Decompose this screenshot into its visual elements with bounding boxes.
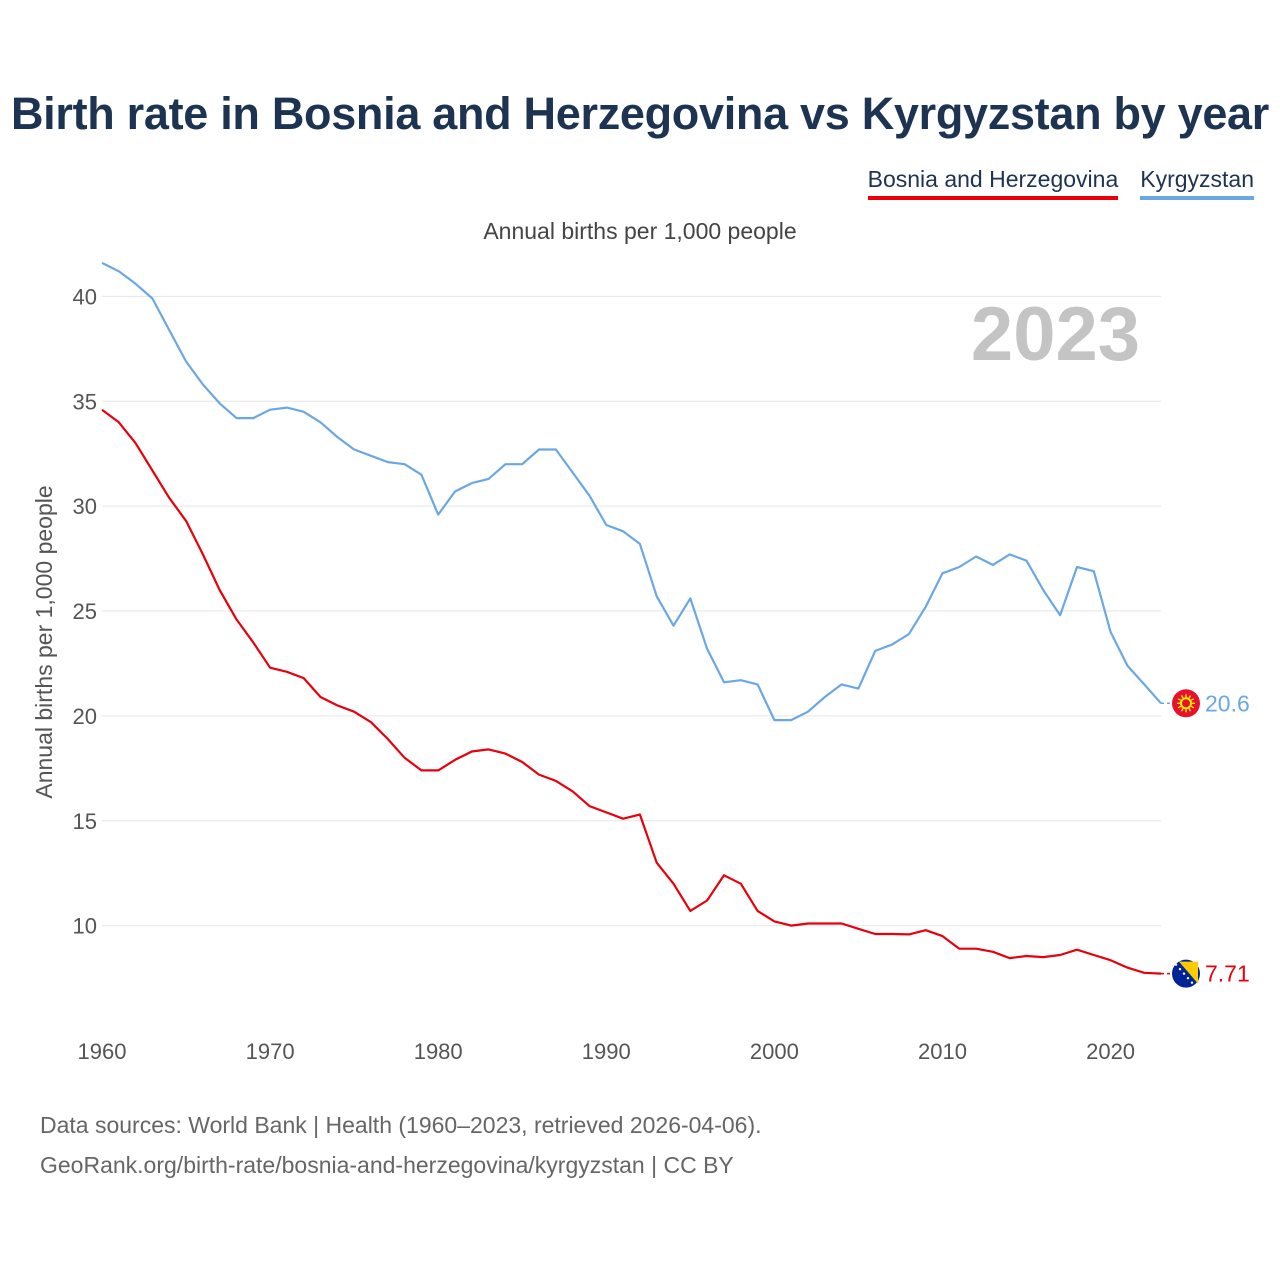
y-axis-label: Annual births per 1,000 people <box>31 485 57 798</box>
end-value-label-kyrgyzstan: 20.6 <box>1205 690 1250 716</box>
series-line-bosnia-and-herzegovina <box>101 408 1162 975</box>
flag-star <box>1190 981 1194 984</box>
year-label: 2023 <box>971 292 1140 377</box>
bosnia-flag-icon <box>1172 959 1200 988</box>
y-tick-label: 30 <box>73 494 97 519</box>
flag-star <box>1178 967 1182 971</box>
y-tick-label: 20 <box>73 704 97 729</box>
y-tick-label: 25 <box>73 599 97 624</box>
x-tick-label: 2020 <box>1086 1039 1135 1064</box>
footer: Data sources: World Bank | Health (1960–… <box>40 1105 762 1185</box>
x-tick-label: 2010 <box>918 1039 967 1064</box>
legend: Bosnia and Herzegovina Kyrgyzstan <box>867 166 1254 200</box>
y-tick-label: 35 <box>73 389 97 414</box>
x-axis: 1960 1970 1980 1990 2000 2010 2020 <box>78 1039 1136 1064</box>
chart-subtitle: Annual births per 1,000 people <box>483 218 797 244</box>
flag-sun-ray <box>1188 708 1192 712</box>
flag-sun <box>1180 697 1192 710</box>
x-tick-label: 1990 <box>582 1039 631 1064</box>
flag-sun-ray <box>1190 698 1195 701</box>
flag-sun-ray <box>1177 698 1182 701</box>
legend-item-bosnia[interactable]: Bosnia and Herzegovina <box>867 166 1119 200</box>
flag-sun-ray <box>1188 695 1192 699</box>
flag-sun-ray <box>1190 705 1195 709</box>
data-sources: Data sources: World Bank | Health (1960–… <box>40 1112 762 1138</box>
flag-background <box>1172 689 1200 718</box>
series-line-kyrgyzstan <box>101 261 1162 722</box>
flag-triangle <box>1179 961 1198 984</box>
series-lines <box>101 261 1162 975</box>
flag-star <box>1186 976 1190 980</box>
x-tick-label: 1980 <box>414 1039 463 1064</box>
y-tick-label: 40 <box>73 284 97 309</box>
kyrgyzstan-flag-icon <box>1172 689 1200 718</box>
y-axis: 10 15 20 25 30 35 40 <box>73 284 97 938</box>
gridlines <box>102 295 1161 927</box>
source-link[interactable]: GeoRank.org/birth-rate/bosnia-and-herzeg… <box>40 1152 734 1178</box>
flag-sun-ray <box>1180 708 1184 712</box>
x-tick-label: 1970 <box>246 1039 295 1064</box>
flag-sun-ray <box>1177 705 1182 709</box>
end-markers: 20.6 7.71 <box>1161 689 1250 988</box>
chart-title: Birth rate in Bosnia and Herzegovina vs … <box>10 88 1269 139</box>
flag-star <box>1174 963 1178 966</box>
y-tick-label: 10 <box>73 914 97 939</box>
flag-star <box>1182 972 1186 975</box>
x-tick-label: 1960 <box>78 1039 127 1064</box>
legend-item-kyrgyzstan[interactable]: Kyrgyzstan <box>1140 166 1254 200</box>
flag-sun-ray <box>1180 695 1184 699</box>
y-tick-label: 15 <box>73 809 97 834</box>
x-tick-label: 2000 <box>750 1039 799 1064</box>
end-value-label-bosnia-and-herzegovina: 7.71 <box>1205 961 1250 987</box>
